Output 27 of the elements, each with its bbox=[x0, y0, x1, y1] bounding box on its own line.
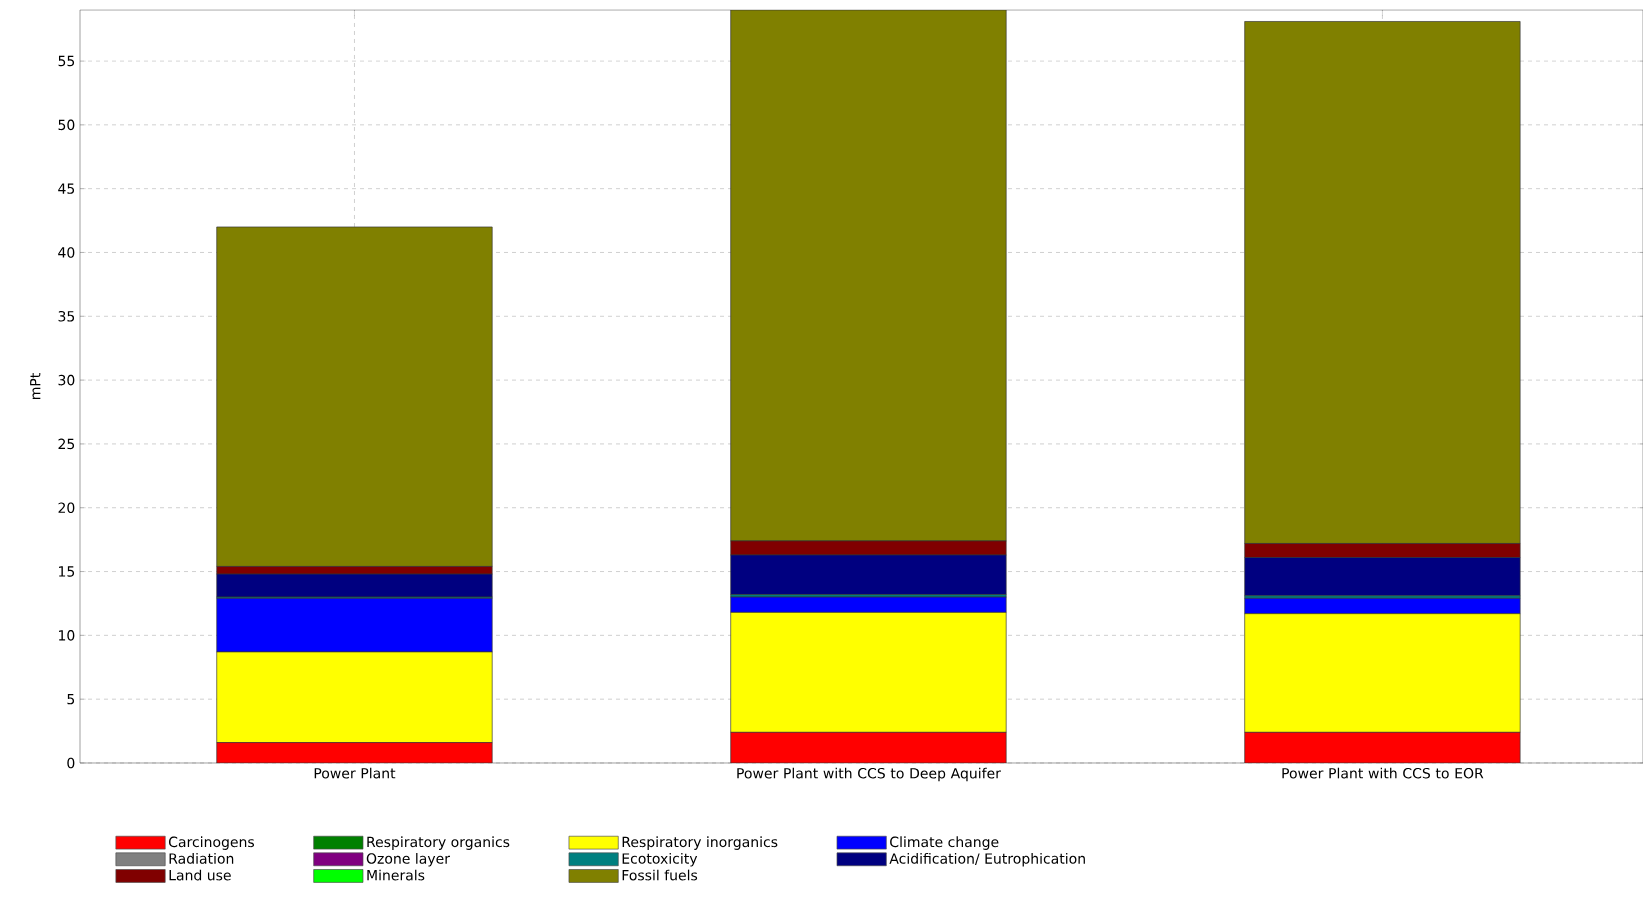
legend-label: Acidification/ Eutrophication bbox=[889, 853, 1085, 867]
y-axis-title: mPt bbox=[30, 373, 41, 399]
legend-label: Radiation bbox=[169, 853, 234, 864]
legend-label: Carcinogens bbox=[168, 836, 255, 850]
legend-label: Fossil fuels bbox=[622, 869, 698, 881]
x-tick-label: Power Plant bbox=[314, 767, 396, 779]
legend-label: Ecotoxicity bbox=[622, 853, 698, 867]
y-tick-label: 15 bbox=[59, 566, 75, 577]
y-tick-label: 10 bbox=[59, 630, 75, 641]
legend-label: Minerals bbox=[367, 869, 425, 881]
legend-label: Respiratory organics bbox=[367, 836, 510, 850]
y-tick-label: 40 bbox=[58, 247, 75, 258]
legend-label: Climate change bbox=[890, 836, 999, 850]
legend-label: Ozone layer bbox=[366, 853, 450, 867]
x-tick-label: Power Plant with CCS to EOR bbox=[1282, 767, 1484, 779]
y-tick-label: 30 bbox=[58, 374, 75, 386]
legend-label: Respiratory inorganics bbox=[622, 836, 778, 850]
y-tick-label: 5 bbox=[67, 693, 75, 705]
y-tick-label: 55 bbox=[58, 55, 75, 67]
y-tick-label: 50 bbox=[58, 119, 75, 131]
y-tick-label: 35 bbox=[58, 311, 75, 322]
y-tick-label: 0 bbox=[67, 757, 75, 769]
y-tick-label: 20 bbox=[58, 502, 75, 514]
y-tick-label: 45 bbox=[58, 183, 75, 194]
legend-label: Land use bbox=[169, 869, 231, 881]
y-tick-label: 25 bbox=[58, 438, 75, 450]
x-tick-label: Power Plant with CCS to Deep Aquifer bbox=[737, 767, 1001, 782]
